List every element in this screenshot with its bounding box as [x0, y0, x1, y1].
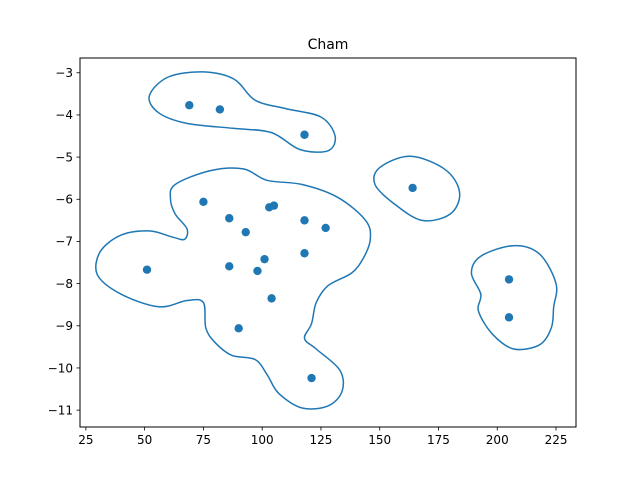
data-point-9 [269, 201, 279, 210]
x-axis: 25 50 75 100 125 150 175 200 225 [78, 427, 567, 447]
y-tick-label: −3 [55, 66, 73, 80]
data-point-17 [267, 294, 276, 303]
data-point-15 [253, 266, 262, 276]
data-point-6 [225, 214, 234, 223]
y-tick-label: −4 [55, 108, 73, 122]
y-tick-label: −11 [48, 403, 73, 417]
cluster-contour-3 [373, 155, 461, 222]
y-tick-label: −7 [55, 235, 73, 249]
x-tick-label: 75 [196, 433, 211, 447]
data-point-7 [241, 227, 250, 237]
data-point-3 [300, 130, 309, 139]
x-tick-label: 125 [309, 433, 332, 447]
data-point-11 [321, 223, 330, 233]
chart-title: Cham [308, 37, 349, 53]
x-tick-label: 150 [368, 433, 391, 447]
data-point-2 [215, 105, 225, 114]
data-point-16 [142, 265, 152, 274]
y-tick-label: −5 [55, 150, 73, 164]
data-point-19 [307, 373, 316, 383]
y-tick-label: −8 [55, 277, 73, 291]
y-tick-label: −6 [55, 193, 73, 207]
cluster-contour-2 [95, 167, 372, 410]
data-point-5 [199, 197, 208, 207]
data-point-4 [408, 183, 417, 193]
x-tick-label: 175 [427, 433, 450, 447]
contours-layer [95, 71, 558, 410]
data-point-21 [504, 313, 514, 322]
data-point-1 [185, 101, 194, 110]
y-tick-label: −9 [55, 319, 73, 333]
x-tick-label: 225 [545, 433, 568, 447]
data-point-10 [300, 216, 309, 225]
x-tick-label: 200 [486, 433, 509, 447]
data-point-12 [300, 249, 309, 258]
cluster-contour-4 [470, 244, 558, 351]
points-layer [142, 101, 514, 383]
cluster-contour-1 [148, 71, 337, 153]
x-tick-label: 100 [251, 433, 274, 447]
y-tick-label: −10 [48, 361, 73, 375]
data-point-13 [260, 254, 269, 264]
data-point-20 [504, 275, 514, 284]
x-tick-label: 50 [137, 433, 152, 447]
data-point-14 [225, 262, 234, 271]
y-axis: −3 −4 −5 −6 −7 −8 −9 −10 −11 [48, 66, 80, 417]
plot-frame [79, 57, 577, 428]
data-point-18 [234, 324, 243, 333]
x-tick-label: 25 [78, 433, 93, 447]
